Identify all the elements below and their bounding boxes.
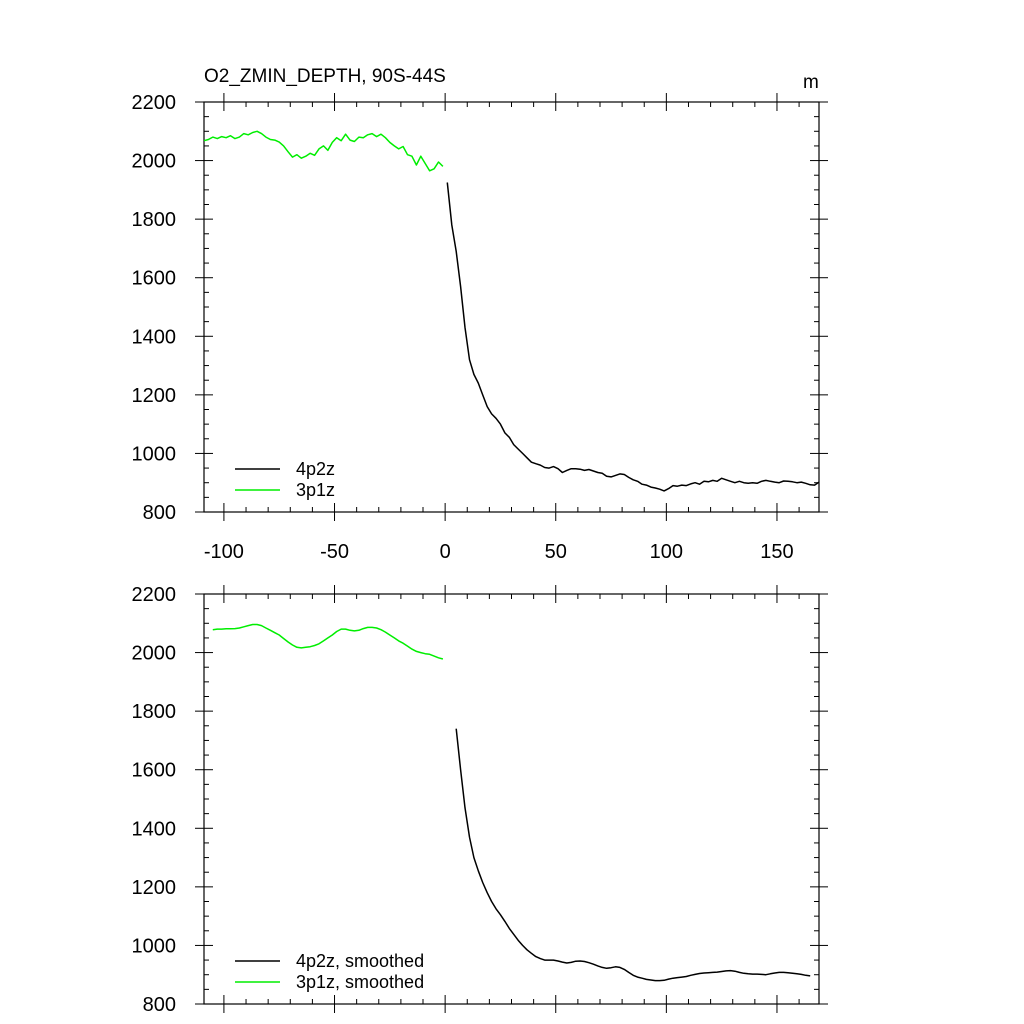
top-x-tick-label: -50 [320, 541, 349, 563]
top-plot-frame [203, 101, 820, 513]
top-x-tick-labels: -100 -50 0 50 100 150 [204, 541, 794, 563]
bottom-legend-label: 3p1z, smoothed [296, 972, 424, 992]
top-legend-label: 3p1z [296, 480, 335, 500]
bottom-plot-frame [203, 593, 820, 1005]
top-y-tick-label: 2200 [132, 92, 177, 114]
top-y-tick-label: 2000 [132, 151, 177, 173]
top-x-tick-label: 100 [650, 541, 683, 563]
bottom-y-tick-labels: 800 1000 1200 1400 1600 1800 2000 2200 [132, 584, 177, 1016]
top-y-tick-label: 1600 [132, 268, 177, 290]
bottom-y-tick-label: 1200 [132, 877, 177, 899]
bottom-panel: 800 1000 1200 1400 1600 1800 2000 2200 4p2z, sm… [132, 584, 828, 1016]
top-x-tick-label: -100 [204, 541, 244, 563]
bottom-y-tick-label: 2000 [132, 643, 177, 665]
top-x-tick-label: 150 [760, 541, 793, 563]
top-series-line-4p2z [446, 182, 820, 492]
bottom-series-line-3p1z-smoothed [212, 623, 444, 660]
chart-title: O2_ZMIN_DEPTH, 90S-44S [204, 66, 446, 87]
top-y-tick-label: 1800 [132, 209, 177, 231]
top-panel: -100 -50 0 50 100 150 800 1000 1200 1400 1600 1800… [132, 92, 828, 563]
top-series-lines [203, 130, 820, 492]
top-axis-ticks [195, 93, 828, 521]
units-label: m [803, 72, 819, 93]
top-y-tick-label: 1400 [132, 326, 177, 348]
top-y-tick-label: 1000 [132, 443, 177, 465]
bottom-y-tick-label: 2200 [132, 584, 177, 606]
top-series-line-3p1z [203, 130, 444, 172]
bottom-y-tick-label: 1600 [132, 760, 177, 782]
bottom-y-tick-label: 800 [143, 994, 176, 1016]
bottom-y-tick-label: 1000 [132, 935, 177, 957]
top-y-tick-label: 1200 [132, 385, 177, 407]
bottom-series-lines [212, 623, 811, 982]
top-y-tick-labels: 800 1000 1200 1400 1600 1800 2000 2200 [132, 92, 177, 524]
top-x-tick-label: 0 [440, 541, 451, 563]
top-legend-label: 4p2z [296, 459, 335, 479]
bottom-series-line-4p2z-smoothed [455, 728, 811, 982]
top-y-tick-label: 800 [143, 502, 176, 524]
bottom-legend-label: 4p2z, smoothed [296, 951, 424, 971]
bottom-y-tick-label: 1400 [132, 818, 177, 840]
top-x-tick-label: 50 [545, 541, 567, 563]
bottom-y-tick-label: 1800 [132, 701, 177, 723]
bottom-axis-ticks [195, 585, 828, 1013]
